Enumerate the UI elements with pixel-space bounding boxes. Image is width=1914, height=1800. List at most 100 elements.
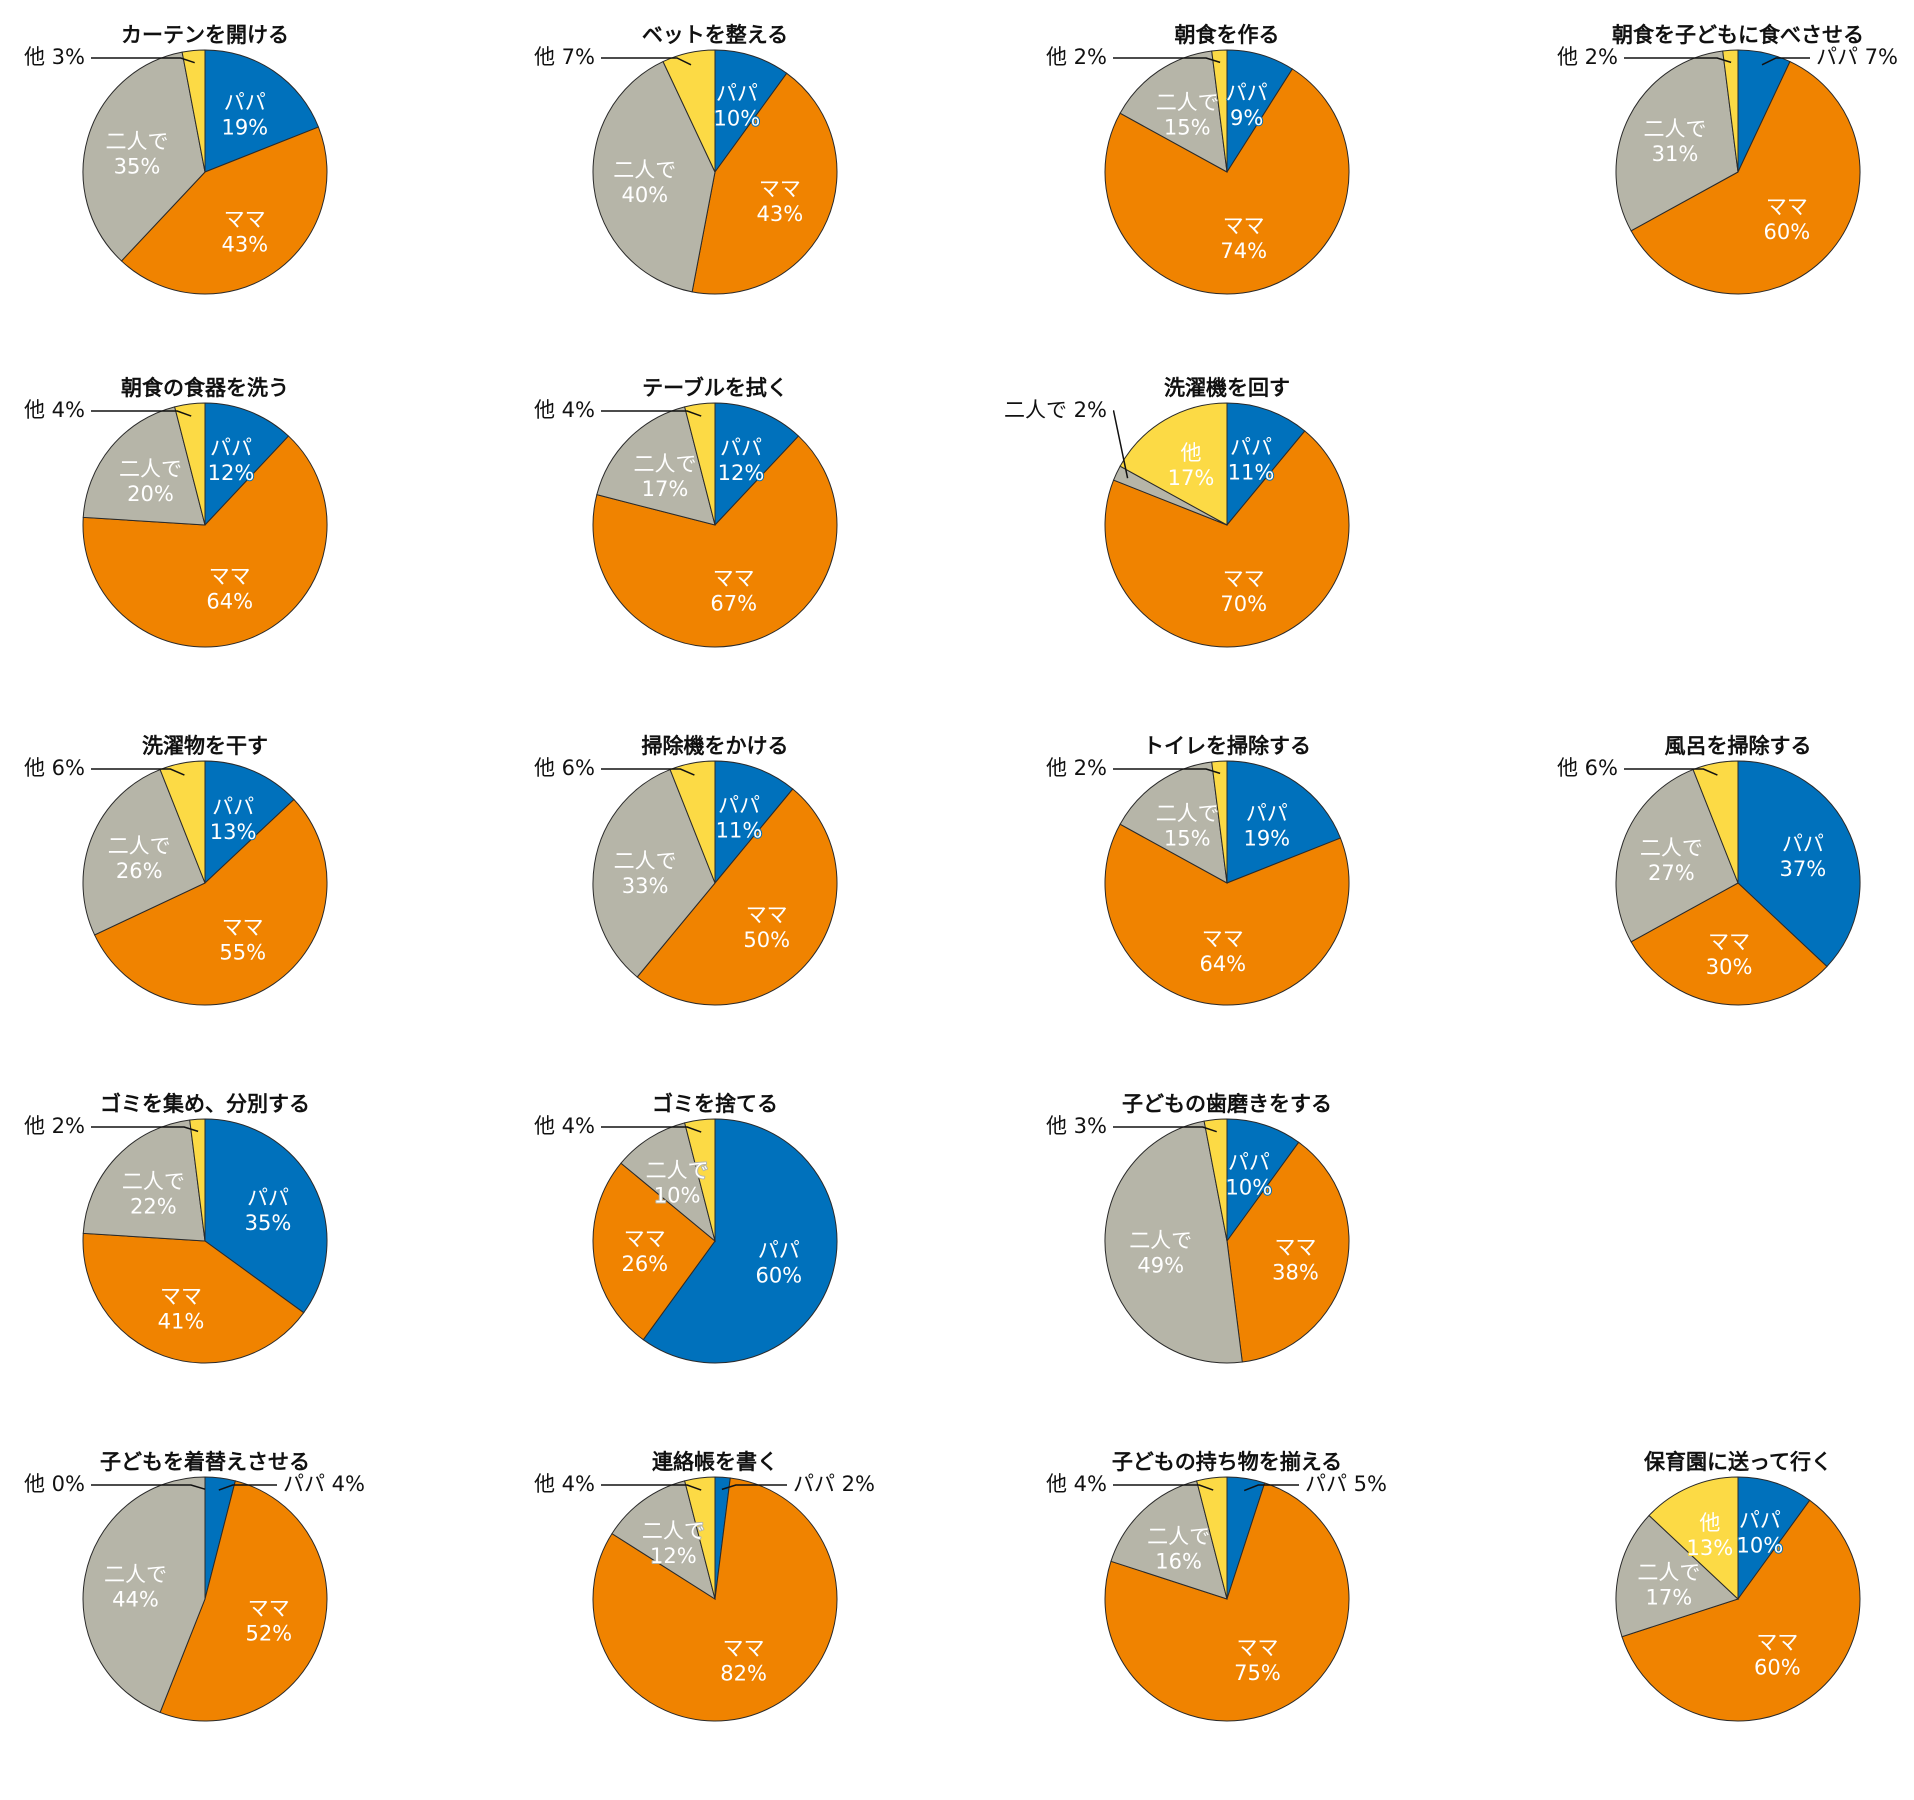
slice-label-other: 他 3% [24, 45, 85, 69]
slice-label-other: 他 3% [1046, 1114, 1107, 1138]
slice-label-mama: ママ 55% [219, 916, 266, 965]
pie-slice-mama [159, 1480, 328, 1722]
pie-slice-other [684, 1118, 716, 1242]
slice-label-other: 他 17% [1168, 441, 1215, 490]
slice-label-mama: ママ 60% [1764, 195, 1811, 244]
slice-label-mama: ママ 70% [1220, 567, 1267, 616]
pie-slice-mama [1621, 1499, 1861, 1722]
leader-line [601, 1126, 702, 1133]
slice-label-futari: 二人で 17% [634, 452, 697, 501]
pie-slice-papa [714, 402, 800, 527]
slice-label-mama: ママ 67% [710, 566, 757, 615]
slice-label-futari: 二人で 40% [613, 158, 676, 207]
slice-label-other: 他 4% [24, 398, 85, 422]
slice-label-futari: 二人で 17% [1637, 1561, 1700, 1610]
slice-label-mama: ママ 52% [245, 1597, 292, 1646]
slice-label-other: 他 6% [1557, 756, 1618, 780]
leader-line [91, 1484, 206, 1490]
slice-label-mama: ママ 26% [621, 1227, 668, 1276]
leader-line [1761, 57, 1810, 66]
slice-label-mama: ママ 38% [1272, 1236, 1319, 1285]
pie-title: 朝食の食器を洗う [121, 376, 289, 400]
slice-label-papa: パパ 10% [1226, 1151, 1273, 1200]
pie-title: カーテンを開ける [121, 23, 289, 47]
slice-label-other: 他 4% [534, 398, 595, 422]
slice-label-papa: パパ 5% [1305, 1472, 1387, 1496]
slice-label-other: 他 2% [24, 1114, 85, 1138]
leader-line [601, 410, 702, 417]
slice-label-mama: ママ 75% [1234, 1636, 1281, 1685]
pie-title: ゴミを集め、分別する [100, 1092, 310, 1116]
pie-slice-mama [636, 788, 838, 1006]
pie-slice-papa [1226, 760, 1342, 884]
pie-title: 朝食を子どもに食べさせる [1612, 23, 1864, 47]
slice-label-futari: 二人で 33% [614, 849, 677, 898]
leader-line [1113, 768, 1221, 775]
slice-label-futari: 二人で 31% [1644, 117, 1707, 166]
pie-slice-papa [204, 402, 290, 527]
pie-title: ゴミを捨てる [652, 1092, 778, 1116]
slice-label-futari: 二人で 35% [106, 129, 169, 178]
pie-slice-futari [82, 768, 206, 936]
pie-slice-mama [1104, 68, 1350, 295]
pie-slice-futari [82, 1119, 206, 1242]
pie-slice-futari [1615, 1514, 1739, 1638]
pie-slice-mama [82, 435, 328, 648]
slice-label-futari: 二人で 15% [1156, 802, 1219, 851]
pie-title: 洗濯機を回す [1164, 376, 1290, 400]
pie-slice-mama [1630, 882, 1828, 1006]
pie-title: ベットを整える [642, 23, 788, 47]
slice-label-papa: パパ 19% [1243, 802, 1290, 851]
slice-label-other: 他 2% [1557, 45, 1618, 69]
slice-label-futari: 二人で 22% [122, 1170, 185, 1219]
pie-slice-other [181, 49, 206, 173]
pie-slice-papa [1737, 1476, 1811, 1601]
slice-label-other: 他 4% [534, 1472, 595, 1496]
leader-line [721, 1484, 787, 1491]
pie-slice-futari [611, 1480, 716, 1601]
slice-label-futari: 二人で 12% [642, 1519, 705, 1568]
pie-slice-mama [691, 72, 838, 295]
slice-label-mama: ママ 64% [1199, 927, 1246, 976]
pie-slice-papa [204, 49, 320, 173]
slice-label-papa: パパ 7% [1816, 45, 1898, 69]
pie-slice-papa [714, 49, 788, 174]
pie-slice-mama [592, 1162, 716, 1341]
leader-line [601, 1484, 702, 1491]
pie-title: 子どもの歯磨きをする [1122, 1092, 1332, 1116]
leader-line [91, 768, 185, 776]
leader-line [601, 768, 695, 776]
slice-label-other: 他 13% [1687, 1511, 1734, 1560]
slice-label-papa: パパ 4% [283, 1472, 365, 1496]
pie-slice-mama [1630, 60, 1861, 295]
pie-slice-futari [620, 1122, 716, 1243]
pie-slice-other [1722, 49, 1739, 173]
slice-label-futari: 二人で 27% [1640, 836, 1703, 885]
slice-label-mama: ママ 50% [743, 903, 790, 952]
slice-label-futari: 二人で 2% [1004, 398, 1107, 422]
slice-label-papa: パパ 35% [245, 1186, 292, 1235]
pie-title: 子どもを着替えさせる [100, 1450, 310, 1474]
pie-slice-papa [204, 760, 295, 885]
pie-slice-mama [1104, 823, 1350, 1006]
leader-line [91, 1126, 199, 1133]
slice-label-other: 他 4% [534, 1114, 595, 1138]
slice-label-papa: パパ 11% [1228, 435, 1275, 484]
pie-slice-other [1196, 1476, 1228, 1600]
pie-slice-mama [93, 798, 328, 1006]
leader-line [601, 57, 692, 66]
pie-slice-futari [1615, 768, 1739, 943]
pie-slice-futari [592, 60, 716, 293]
slice-label-papa: パパ 2% [793, 1472, 875, 1496]
slice-label-papa: パパ 12% [718, 436, 765, 485]
pie-title: 保育園に送って行く [1643, 1450, 1832, 1474]
